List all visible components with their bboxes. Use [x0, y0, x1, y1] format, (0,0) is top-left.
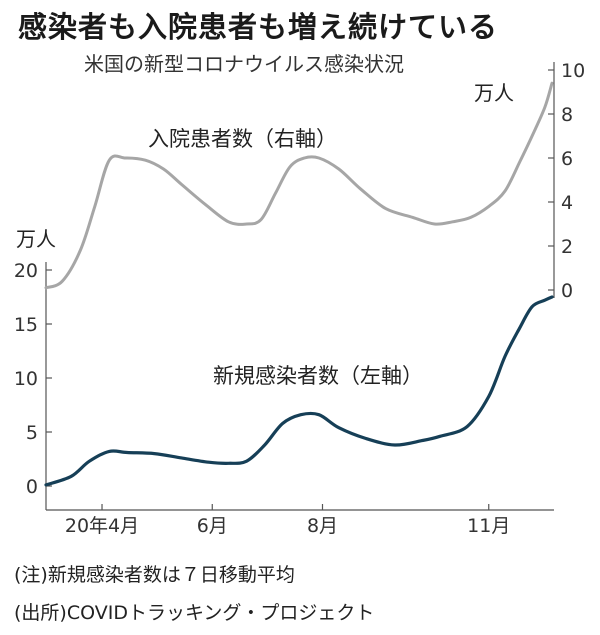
x-tick-label: 8月 — [307, 515, 338, 537]
right-tick-label: 10 — [561, 60, 585, 82]
x-tick-label: 20年4月 — [65, 515, 139, 537]
chart-title: 米国の新型コロナウイルス感染状況 — [84, 52, 404, 76]
right-axis-unit: 万人 — [474, 81, 514, 105]
right-tick-label: 2 — [561, 236, 573, 258]
left-axis-unit: 万人 — [16, 227, 56, 251]
series-line-hospitalized — [44, 81, 554, 290]
note-source: (出所)COVIDトラッキング・プロジェクト — [14, 602, 375, 624]
right-tick-label: 6 — [561, 148, 573, 170]
series-line-new-cases — [44, 295, 554, 487]
series-label-new-cases: 新規感染者数（左軸） — [213, 364, 423, 388]
left-tick-label: 20 — [14, 260, 38, 282]
x-tick-label: 11月 — [467, 515, 510, 537]
headline: 感染者も入院患者も増え続けている — [18, 10, 499, 44]
x-tick-label: 6月 — [197, 515, 228, 537]
left-tick-label: 0 — [26, 476, 38, 498]
left-tick-label: 5 — [26, 422, 38, 444]
right-tick-label: 8 — [561, 104, 573, 126]
series-label-hospitalized: 入院患者数（右軸） — [148, 127, 337, 151]
note-moving-average: (注)新規感染者数は７日移動平均 — [14, 564, 295, 586]
right-tick-label: 0 — [561, 280, 573, 302]
left-tick-label: 15 — [14, 314, 38, 336]
left-tick-label: 10 — [14, 368, 38, 390]
right-tick-label: 4 — [561, 192, 573, 214]
